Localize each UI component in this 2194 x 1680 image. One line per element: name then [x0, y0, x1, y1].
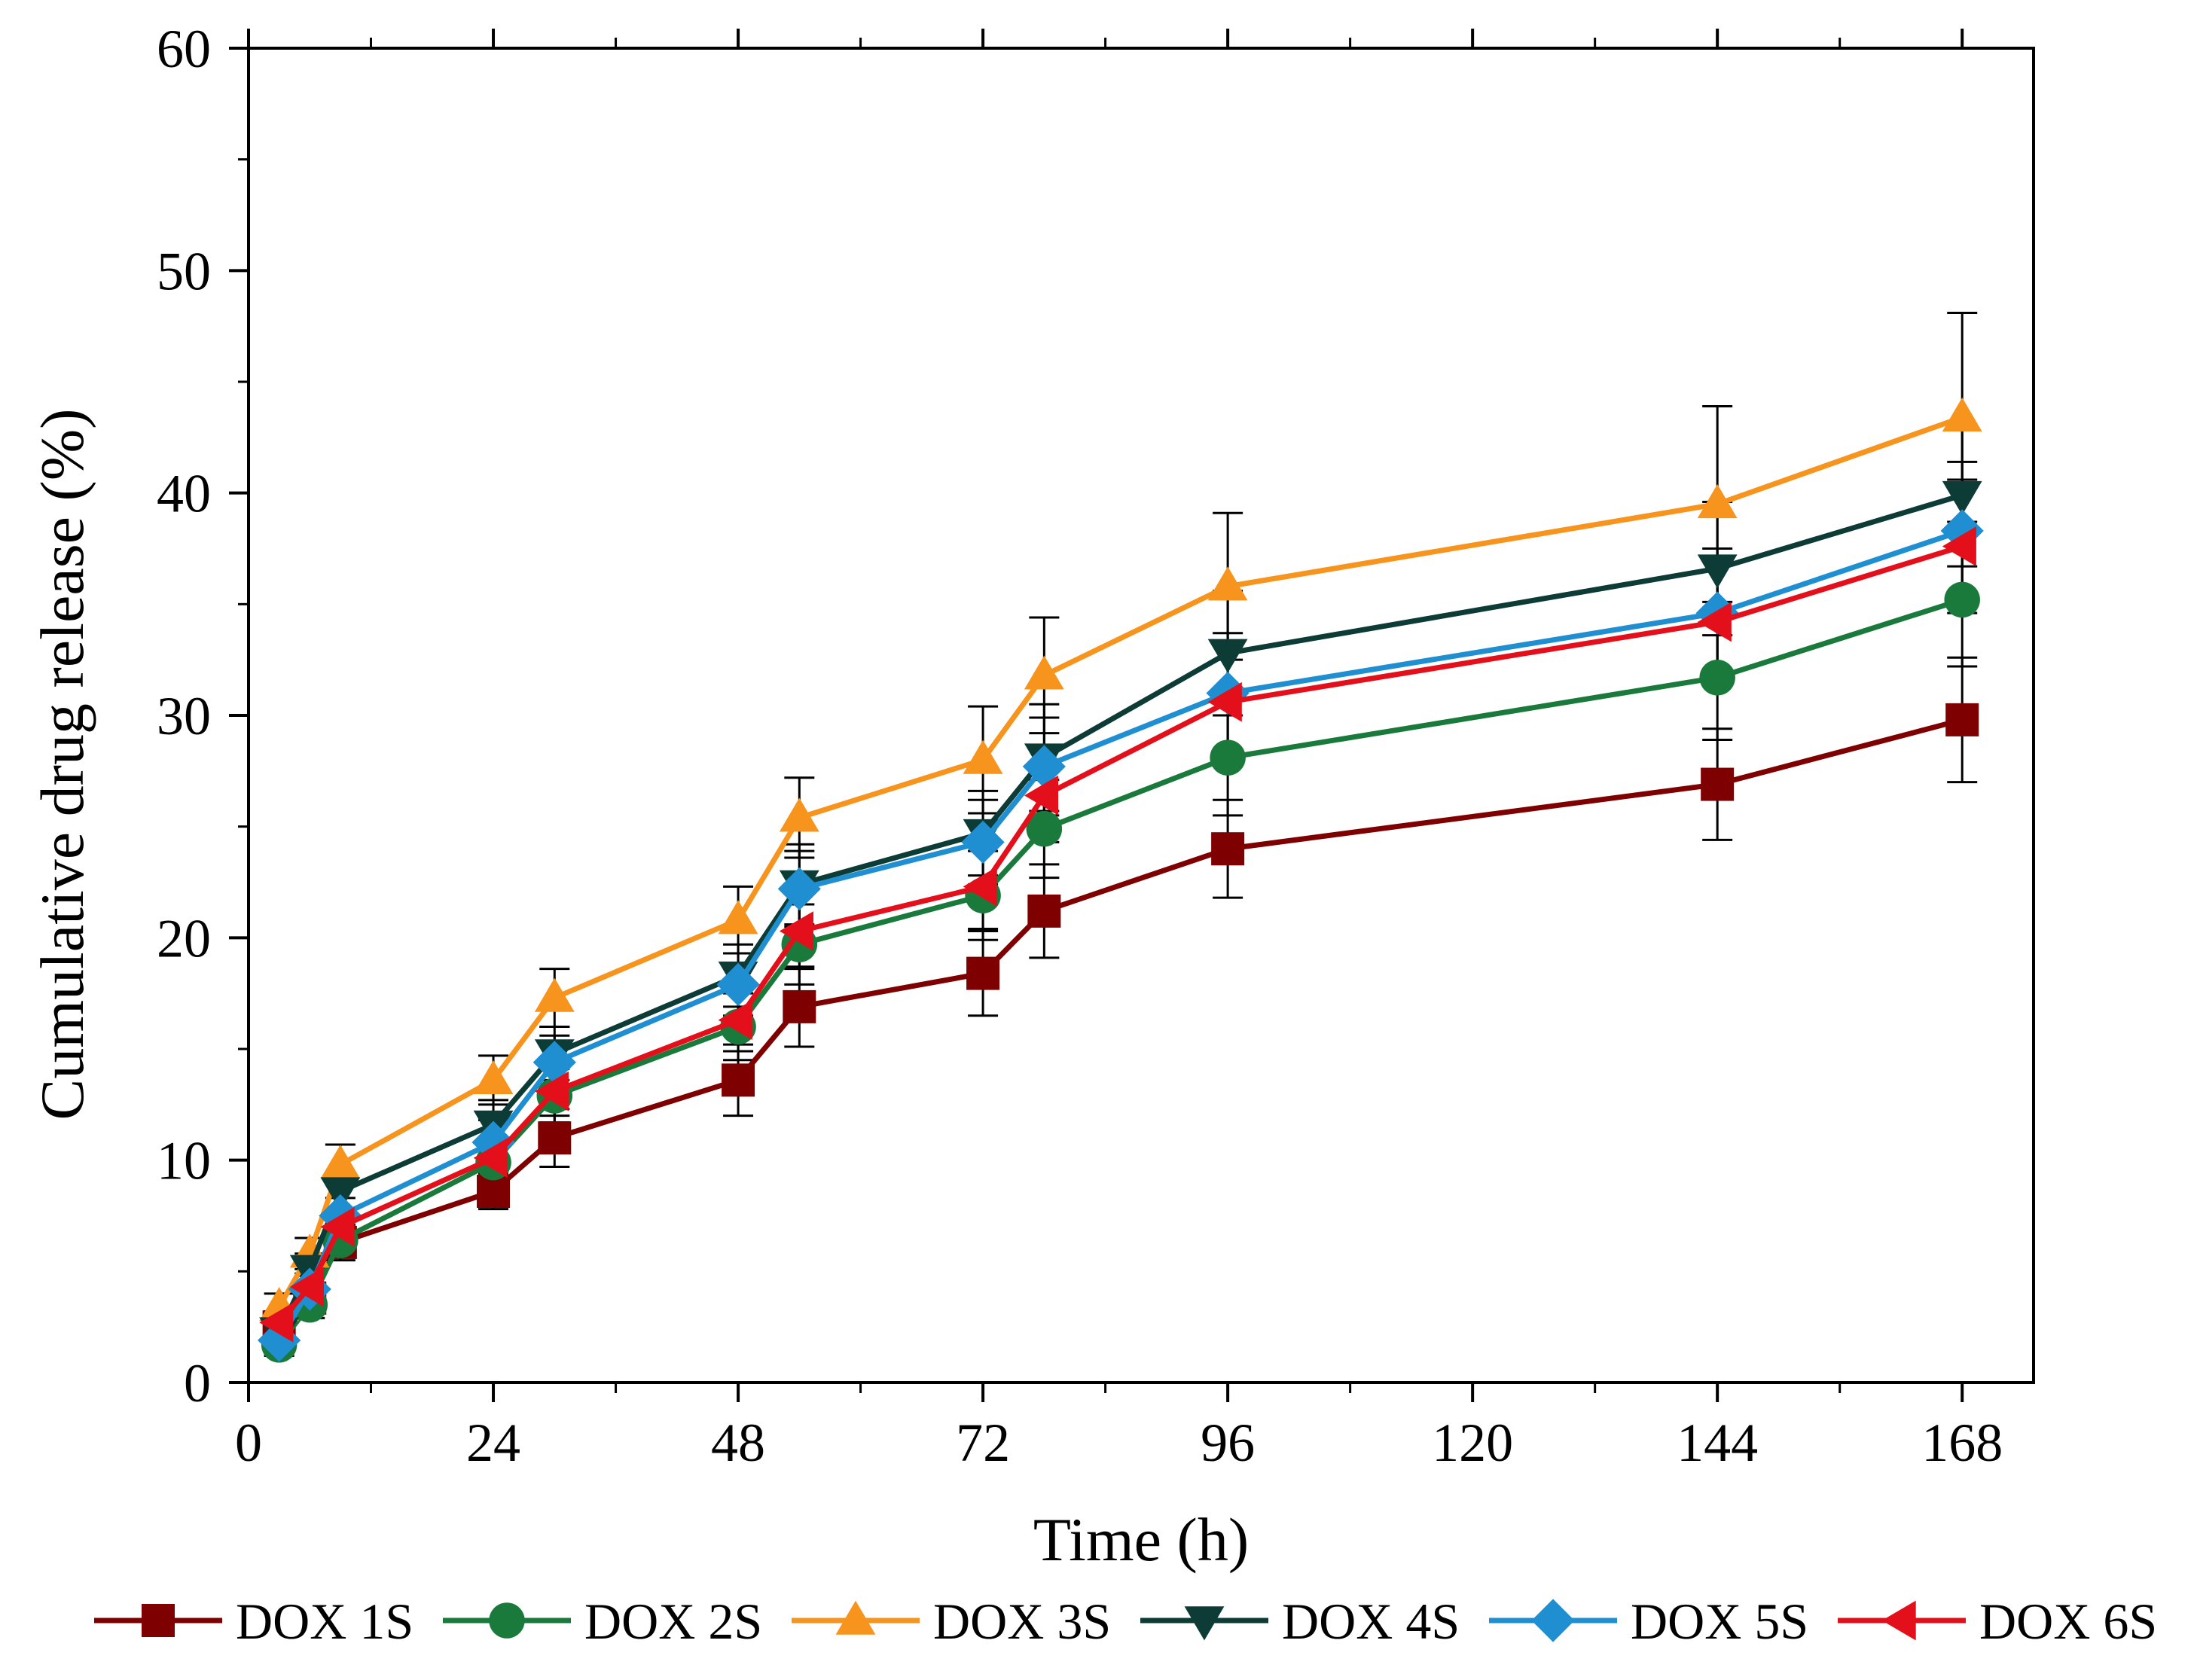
data-point — [716, 962, 760, 1006]
data-point — [1942, 397, 1982, 431]
data-point — [961, 820, 1005, 864]
y-tick-label: 0 — [184, 1353, 211, 1413]
data-point — [1697, 602, 1732, 642]
data-point — [1697, 554, 1738, 589]
data-point — [320, 1145, 361, 1179]
data-point — [1207, 681, 1242, 722]
x-tick-label: 96 — [1201, 1413, 1255, 1473]
x-tick-label: 168 — [1921, 1413, 2003, 1473]
x-tick-label: 120 — [1432, 1413, 1513, 1473]
data-point — [534, 977, 575, 1012]
data-point — [779, 911, 814, 951]
legend-item-1: DOX 1S — [94, 1593, 413, 1650]
y-axis-title: Cumulative drug release (%) — [28, 409, 96, 1121]
data-point — [1024, 775, 1059, 816]
legend-label: DOX 5S — [1631, 1593, 1808, 1650]
data-point — [718, 900, 758, 935]
x-tick-label: 144 — [1677, 1413, 1758, 1473]
legend-marker — [1881, 1600, 1916, 1641]
data-point — [963, 739, 1003, 774]
legend-marker — [1184, 1606, 1225, 1641]
data-point — [1697, 484, 1738, 519]
x-tick-label: 72 — [956, 1413, 1010, 1473]
axes-group: 0 24 48 72 96 120 144 168 0 10 20 30 40 50 60 — [157, 19, 2035, 1473]
data-point — [1207, 639, 1248, 673]
series-line — [276, 544, 1964, 1325]
data-point — [1944, 581, 1980, 618]
data-point — [289, 1267, 324, 1307]
data-point — [473, 1060, 514, 1095]
data-point — [320, 1177, 361, 1212]
legend: DOX 1S DOX 2S DOX 3S DOX 4S DOX 5S DOX 6S — [94, 1593, 2157, 1650]
data-point — [718, 1000, 752, 1041]
legend-item-6: DOX 6S — [1838, 1593, 2157, 1650]
series-group — [258, 311, 1984, 1363]
data-point — [1027, 894, 1061, 928]
data-point — [1211, 832, 1245, 866]
data-point — [473, 1138, 508, 1178]
legend-label: DOX 4S — [1282, 1593, 1460, 1650]
data-point — [1207, 566, 1248, 601]
data-point — [783, 989, 816, 1023]
data-point — [1024, 655, 1064, 690]
data-point — [534, 1071, 569, 1111]
legend-label: DOX 1S — [236, 1593, 413, 1650]
data-point — [1942, 526, 1976, 566]
legend-label: DOX 6S — [1979, 1593, 2157, 1650]
data-point — [1210, 739, 1246, 776]
data-point — [779, 797, 819, 832]
data-point — [259, 1302, 294, 1343]
series-6 — [259, 526, 1976, 1343]
data-point — [966, 956, 1000, 990]
x-tick-label: 0 — [235, 1413, 262, 1473]
x-axis-title: Time (h) — [1033, 1505, 1249, 1574]
data-point — [538, 1121, 572, 1155]
y-tick-label: 40 — [157, 464, 211, 524]
legend-marker — [835, 1600, 876, 1635]
data-point — [963, 867, 997, 907]
data-point — [1699, 660, 1735, 696]
data-point — [1026, 810, 1063, 847]
data-point — [532, 1041, 576, 1084]
legend-item-2: DOX 2S — [443, 1593, 762, 1650]
y-tick-label: 10 — [157, 1131, 211, 1191]
data-point — [1945, 703, 1979, 736]
legend-label: DOX 3S — [933, 1593, 1111, 1650]
legend-marker — [489, 1602, 525, 1639]
data-point — [258, 1319, 301, 1362]
data-point — [1701, 767, 1735, 801]
x-tick-label: 24 — [466, 1413, 520, 1473]
legend-marker — [1531, 1599, 1575, 1642]
legend-item-5: DOX 5S — [1489, 1593, 1808, 1650]
data-point — [777, 867, 821, 910]
x-tick-label: 48 — [711, 1413, 765, 1473]
y-tick-label: 20 — [157, 908, 211, 968]
legend-marker — [142, 1604, 175, 1637]
data-point — [1022, 745, 1066, 788]
legend-item-4: DOX 4S — [1140, 1593, 1460, 1650]
data-point — [1942, 480, 1982, 516]
y-tick-label: 60 — [157, 19, 211, 79]
legend-item-3: DOX 3S — [792, 1593, 1111, 1650]
data-point — [320, 1206, 355, 1247]
legend-label: DOX 2S — [584, 1593, 762, 1650]
y-tick-label: 30 — [157, 686, 211, 746]
y-tick-label: 50 — [157, 241, 211, 301]
data-point — [722, 1063, 755, 1097]
